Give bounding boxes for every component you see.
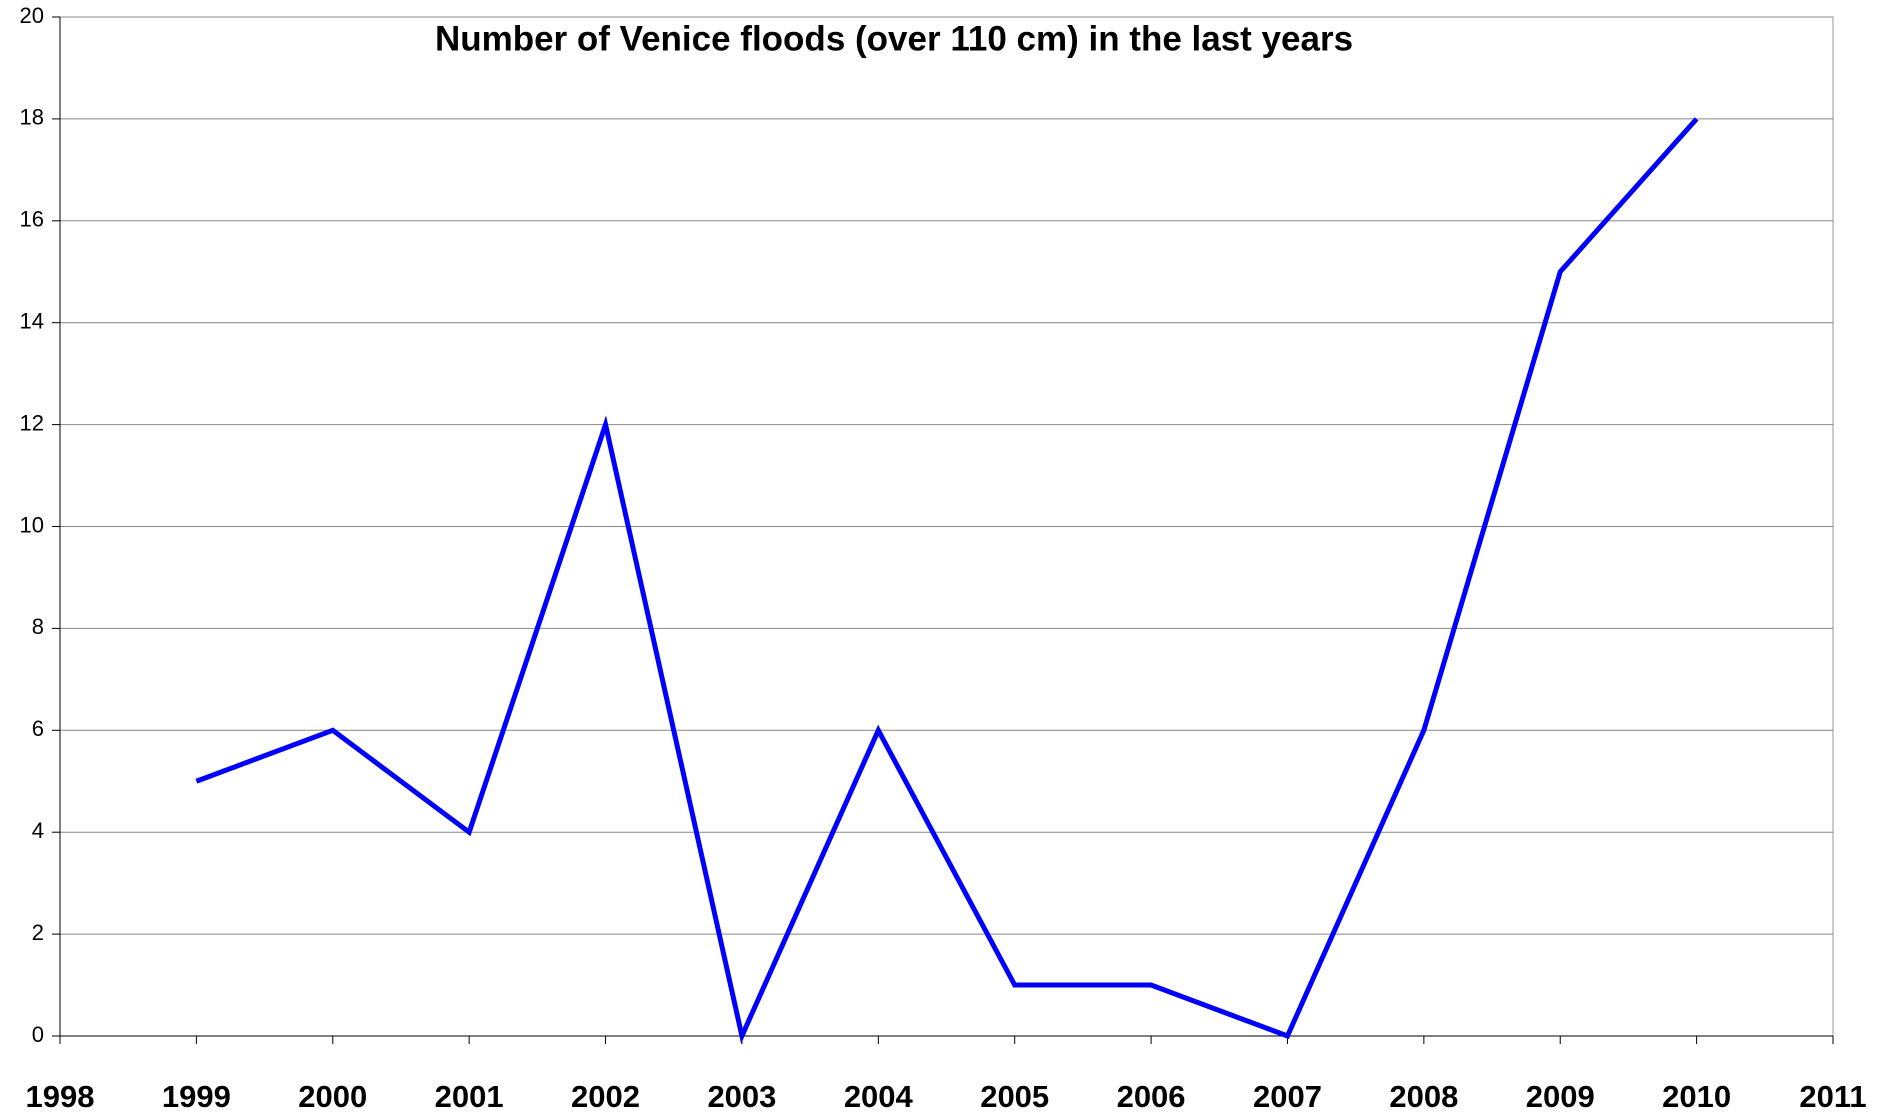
x-tick-label: 2007	[1253, 1079, 1322, 1112]
x-tick-label: 2011	[1799, 1079, 1866, 1112]
x-tick-label: 2008	[1389, 1079, 1458, 1112]
x-tick-label: 2005	[980, 1079, 1049, 1112]
x-tick-label: 2002	[571, 1079, 640, 1112]
y-tick-label: 10	[20, 512, 44, 537]
x-tick-label: 2006	[1117, 1079, 1186, 1112]
x-tick-label: 1999	[162, 1079, 231, 1112]
y-tick-label: 12	[20, 410, 44, 435]
x-tick-label: 2000	[298, 1079, 367, 1112]
x-tick-label: 1998	[26, 1079, 95, 1112]
y-tick-label: 16	[20, 207, 44, 232]
y-tick-label: 0	[32, 1022, 44, 1047]
y-tick-label: 6	[32, 716, 44, 741]
y-tick-label: 14	[20, 309, 44, 334]
x-tick-label: 2004	[844, 1079, 914, 1112]
data-line	[195, 117, 1699, 1044]
x-tick-label: 2009	[1526, 1079, 1595, 1112]
y-tick-label: 4	[32, 818, 44, 843]
y-tick-label: 8	[32, 614, 44, 639]
chart-title: Number of Venice floods (over 110 cm) in…	[435, 19, 1353, 58]
y-tick-label: 18	[20, 105, 44, 130]
x-tick-label: 2003	[707, 1079, 776, 1112]
x-tick-label: 2001	[435, 1079, 504, 1112]
y-tick-label: 20	[20, 3, 44, 28]
y-tick-label: 2	[32, 920, 44, 945]
x-tick-label: 2010	[1662, 1079, 1731, 1112]
